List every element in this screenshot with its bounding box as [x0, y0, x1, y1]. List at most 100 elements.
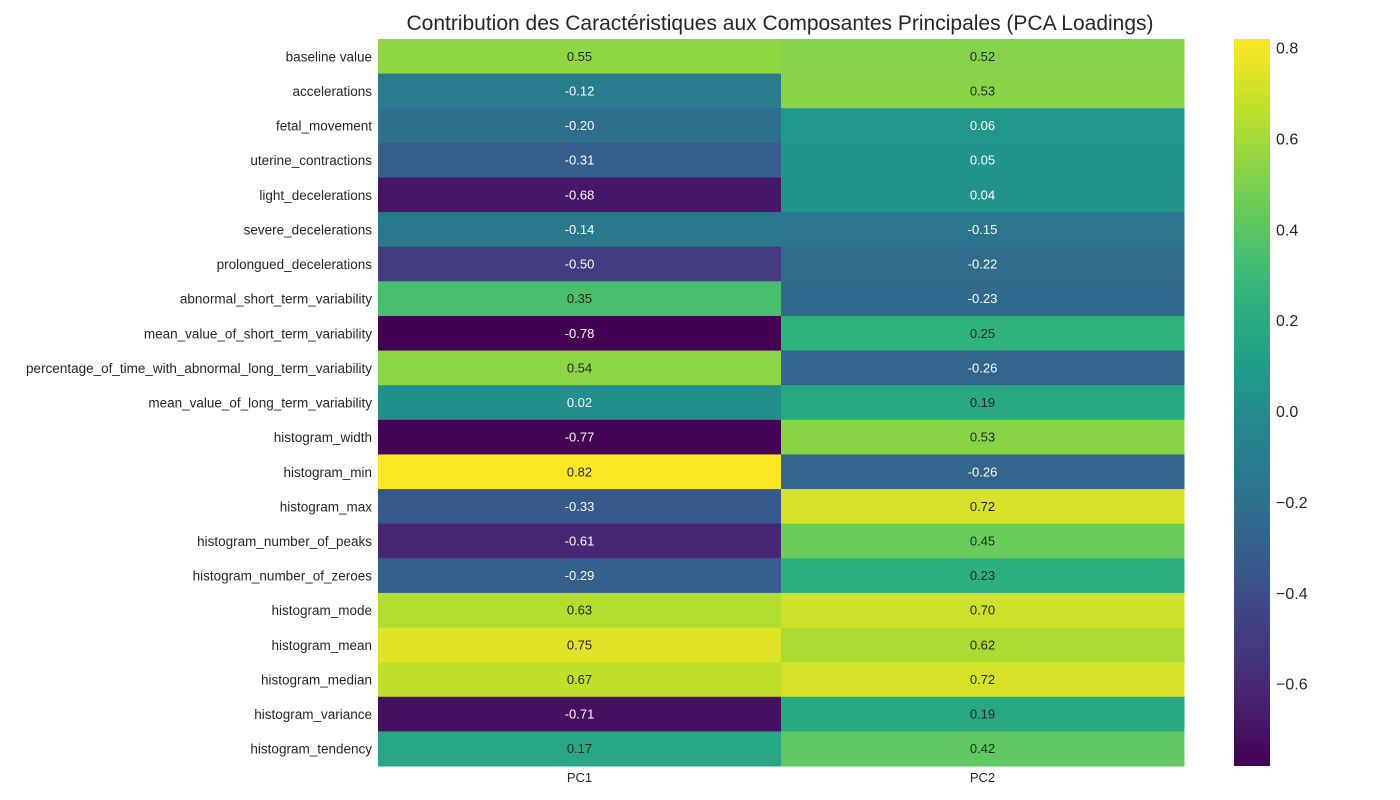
heatmap-cell [378, 489, 782, 525]
cell-value-label: -0.29 [565, 568, 595, 583]
heatmap-cell [378, 315, 782, 352]
heatmap-cell [781, 592, 1185, 629]
row-label: histogram_width [274, 430, 372, 445]
heatmap-cell [378, 731, 782, 767]
heatmap-cell [781, 73, 1185, 109]
row-label: mean_value_of_long_term_variability [148, 396, 372, 411]
heatmap-cell [781, 489, 1185, 525]
cell-value-label: 0.04 [970, 187, 995, 202]
heatmap-cell [378, 142, 782, 178]
colorbar-tick-label: 0.4 [1276, 222, 1298, 239]
heatmap-cell [781, 662, 1185, 698]
cell-value-label: 0.42 [970, 741, 995, 756]
cell-value-label: 0.67 [567, 672, 592, 687]
heatmap-cell [781, 281, 1185, 317]
cell-value-label: -0.15 [968, 222, 998, 237]
cell-value-label: 0.35 [567, 291, 592, 306]
row-label: baseline value [286, 49, 372, 64]
heatmap-cell [378, 523, 782, 559]
cell-value-label: 0.53 [970, 83, 995, 98]
heatmap-cell [378, 177, 782, 213]
row-label: prolongued_decelerations [217, 257, 373, 272]
cell-value-label: -0.78 [565, 326, 595, 341]
row-label: histogram_mean [271, 638, 372, 653]
heatmap-cell [781, 696, 1185, 732]
cell-value-label: 0.62 [970, 637, 995, 652]
cell-value-label: -0.50 [565, 257, 595, 272]
heatmap-cell [781, 558, 1185, 594]
row-label: histogram_min [283, 465, 372, 480]
row-label: percentage_of_time_with_abnormal_long_te… [26, 361, 372, 376]
heatmap-cell [378, 212, 782, 248]
row-label: histogram_max [280, 499, 373, 514]
cell-value-label: 0.17 [567, 741, 592, 756]
row-label: histogram_median [261, 672, 372, 687]
heatmap-cell [781, 419, 1185, 455]
heatmap-cell [781, 454, 1185, 490]
row-labels: baseline value accelerations fetal_movemen… [26, 49, 372, 756]
row-label: light_decelerations [259, 188, 372, 203]
heatmap-cell [378, 73, 782, 109]
cell-value-label: -0.31 [565, 153, 595, 168]
heatmap-cell [781, 523, 1185, 559]
heatmap-cell [378, 454, 782, 490]
heatmap-cell [378, 281, 782, 317]
column-label: PC1 [567, 770, 592, 785]
heatmap-cell [781, 627, 1185, 663]
row-label: histogram_mode [271, 603, 372, 618]
row-label: accelerations [292, 84, 372, 99]
cell-value-label: -0.26 [968, 464, 998, 479]
row-label: severe_decelerations [244, 222, 373, 237]
row-label: histogram_tendency [250, 742, 372, 757]
heatmap-cell [378, 108, 782, 144]
cell-value-label: -0.14 [565, 222, 595, 237]
heatmap-cell [378, 39, 782, 75]
heatmap-cell [378, 662, 782, 698]
colorbar-tick-label: 0.8 [1276, 41, 1298, 58]
heatmap-cell [781, 385, 1185, 421]
cell-value-label: -0.12 [565, 83, 595, 98]
cell-value-label: -0.23 [968, 291, 998, 306]
colorbar-tick-label: 0.6 [1276, 131, 1298, 148]
heatmap-cell [781, 142, 1185, 178]
heatmap-cell [378, 385, 782, 421]
row-label: mean_value_of_short_term_variability [144, 326, 372, 341]
colorbar: 0.8 0.6 0.4 0.2 0.0 −0.2 −0.4 −0.6 [1234, 39, 1308, 766]
colorbar-tick-label: −0.2 [1276, 495, 1308, 512]
cell-value-label: 0.72 [970, 672, 995, 687]
heatmap-cells: 0.55 0.52 -0.12 0.53 -0.20 0.06 -0.31 0.05 -0.68… [378, 39, 1185, 767]
row-label: uterine_contractions [250, 153, 372, 168]
cell-value-label: -0.22 [968, 257, 998, 272]
cell-value-label: 0.55 [567, 49, 592, 64]
heatmap-cell [378, 350, 782, 386]
cell-value-label: -0.77 [565, 430, 595, 445]
column-labels: PC1 PC2 [567, 770, 995, 785]
colorbar-tick-label: 0.0 [1276, 404, 1298, 421]
cell-value-label: -0.20 [565, 118, 595, 133]
colorbar-tick-label: −0.6 [1276, 677, 1308, 694]
cell-value-label: 0.54 [567, 360, 592, 375]
cell-value-label: -0.71 [565, 707, 595, 722]
heatmap-cell [781, 39, 1185, 75]
heatmap-cell [781, 315, 1185, 352]
heatmap-cell [378, 558, 782, 594]
heatmap-cell [378, 246, 782, 282]
colorbar-tick-label: 0.2 [1276, 313, 1298, 330]
heatmap-cell [378, 419, 782, 455]
cell-value-label: 0.19 [970, 395, 995, 410]
cell-value-label: 0.02 [567, 395, 592, 410]
row-label: histogram_variance [254, 707, 372, 722]
cell-value-label: 0.75 [567, 637, 592, 652]
row-label: histogram_number_of_zeroes [193, 569, 373, 584]
cell-value-label: 0.70 [970, 603, 995, 618]
heatmap-cell [781, 350, 1185, 386]
row-label: fetal_movement [276, 119, 372, 134]
heatmap-cell [781, 212, 1185, 248]
heatmap-cell [378, 627, 782, 663]
cell-value-label: -0.61 [565, 533, 595, 548]
cell-value-label: 0.25 [970, 326, 995, 341]
heatmap-cell [378, 592, 782, 629]
cell-value-label: 0.45 [970, 533, 995, 548]
cell-value-label: -0.68 [565, 187, 595, 202]
